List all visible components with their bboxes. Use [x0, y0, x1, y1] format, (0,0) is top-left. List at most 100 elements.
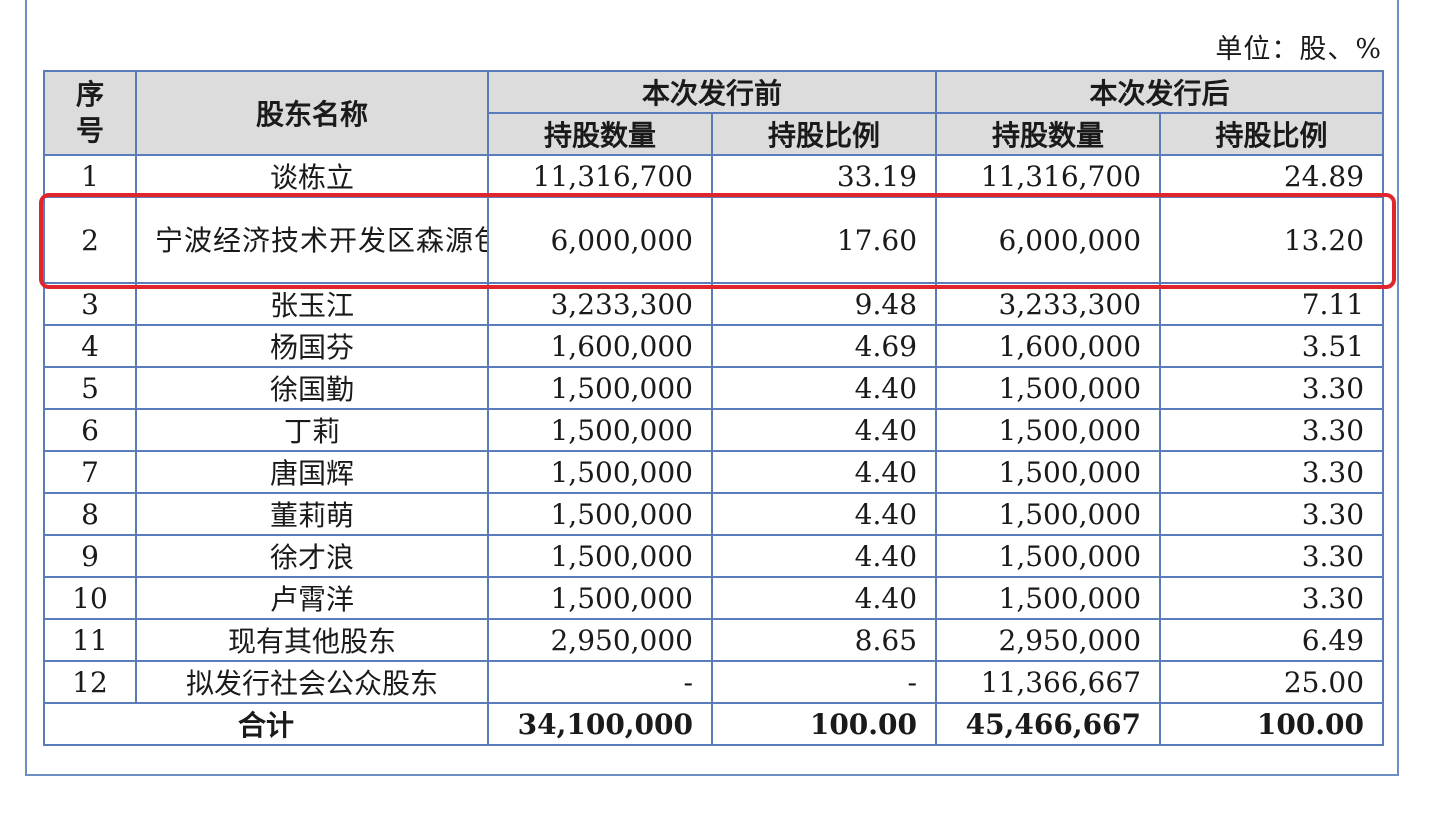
cell-before-shares: 1,500,000: [487, 408, 713, 452]
cell-name: 徐才浪: [135, 534, 489, 578]
cell-name: 杨国芬: [135, 324, 489, 368]
table-row: 12 拟发行社会公众股东 - - 11,366,667 25.00: [43, 660, 1385, 704]
total-before-ratio: 100.00: [710, 702, 938, 746]
cell-before-shares: 1,500,000: [487, 534, 713, 578]
total-row: 合计 34,100,000 100.00 45,466,667 100.00: [43, 702, 1385, 746]
cell-before-ratio: 4.40: [710, 366, 938, 410]
cell-before-ratio: 4.40: [710, 534, 938, 578]
shareholder-table: 序号 股东名称 本次发行前 本次发行后 持股数量 持股比例 持股数量 持股比例 …: [43, 70, 1385, 746]
cell-seq: 1: [43, 154, 137, 198]
cell-before-ratio: 4.40: [710, 492, 938, 536]
table-row: 10 卢霄洋 1,500,000 4.40 1,500,000 3.30: [43, 576, 1385, 620]
table-row: 4 杨国芬 1,600,000 4.69 1,600,000 3.51: [43, 324, 1385, 368]
cell-seq: 10: [43, 576, 137, 620]
cell-after-shares: 1,500,000: [935, 408, 1162, 452]
total-before-shares: 34,100,000: [487, 702, 713, 746]
cell-after-ratio: 7.11: [1159, 282, 1385, 326]
cell-seq: 6: [43, 408, 137, 452]
cell-name: 拟发行社会公众股东: [135, 660, 489, 704]
header-seq: 序号: [43, 70, 137, 156]
cell-after-ratio: 3.30: [1159, 366, 1385, 410]
cell-seq: 12: [43, 660, 137, 704]
cell-name: 卢霄洋: [135, 576, 489, 620]
cell-seq: 11: [43, 618, 137, 662]
cell-seq: 9: [43, 534, 137, 578]
cell-before-ratio: 4.40: [710, 576, 938, 620]
cell-before-shares: 1,500,000: [487, 450, 713, 494]
document-frame: [25, 0, 1399, 776]
cell-before-ratio: 4.69: [710, 324, 938, 368]
unit-note: 单位：股、%: [1215, 34, 1382, 65]
header-after-ratio: 持股比例: [1159, 112, 1385, 156]
header-before-ratio: 持股比例: [710, 112, 938, 156]
cell-before-ratio: 4.40: [710, 408, 938, 452]
cell-after-ratio: 3.30: [1159, 534, 1385, 578]
table-row: 1 谈栋立 11,316,700 33.19 11,316,700 24.89: [43, 154, 1385, 198]
cell-after-ratio: 13.20: [1159, 196, 1385, 284]
cell-name: 丁莉: [135, 408, 489, 452]
cell-after-shares: 2,950,000: [935, 618, 1162, 662]
cell-seq: 8: [43, 492, 137, 536]
header-after-issuance: 本次发行后: [935, 70, 1385, 114]
cell-after-shares: 1,500,000: [935, 576, 1162, 620]
cell-before-shares: 1,500,000: [487, 576, 713, 620]
cell-after-shares: 3,233,300: [935, 282, 1162, 326]
cell-name: 徐国勤: [135, 366, 489, 410]
total-label: 合计: [43, 702, 489, 746]
cell-name: 现有其他股东: [135, 618, 489, 662]
cell-after-ratio: 3.30: [1159, 492, 1385, 536]
cell-after-shares: 1,600,000: [935, 324, 1162, 368]
cell-after-ratio: 3.51: [1159, 324, 1385, 368]
cell-after-shares: 11,366,667: [935, 660, 1162, 704]
cell-seq: 4: [43, 324, 137, 368]
cell-after-shares: 11,316,700: [935, 154, 1162, 198]
cell-after-shares: 1,500,000: [935, 534, 1162, 578]
table-row: 3 张玉江 3,233,300 9.48 3,233,300 7.11: [43, 282, 1385, 326]
cell-before-shares: 6,000,000: [487, 196, 713, 284]
cell-name: 唐国辉: [135, 450, 489, 494]
cell-before-shares: 3,233,300: [487, 282, 713, 326]
cell-after-ratio: 25.00: [1159, 660, 1385, 704]
cell-before-shares: 1,500,000: [487, 492, 713, 536]
cell-before-ratio: 33.19: [710, 154, 938, 198]
cell-after-ratio: 24.89: [1159, 154, 1385, 198]
header-after-shares: 持股数量: [935, 112, 1162, 156]
cell-name: 张玉江: [135, 282, 489, 326]
header-shareholder-name: 股东名称: [135, 70, 489, 156]
cell-after-shares: 1,500,000: [935, 492, 1162, 536]
table-row: 9 徐才浪 1,500,000 4.40 1,500,000 3.30: [43, 534, 1385, 578]
cell-before-shares: 1,600,000: [487, 324, 713, 368]
cell-before-shares: -: [487, 660, 713, 704]
cell-seq: 2: [43, 196, 137, 284]
cell-name: 宁波经济技术开发区森源包装材料有限公司: [135, 196, 489, 284]
table-row: 6 丁莉 1,500,000 4.40 1,500,000 3.30: [43, 408, 1385, 452]
cell-before-shares: 11,316,700: [487, 154, 713, 198]
cell-after-ratio: 3.30: [1159, 450, 1385, 494]
table-row: 7 唐国辉 1,500,000 4.40 1,500,000 3.30: [43, 450, 1385, 494]
cell-before-ratio: 4.40: [710, 450, 938, 494]
header-before-shares: 持股数量: [487, 112, 713, 156]
cell-after-shares: 1,500,000: [935, 366, 1162, 410]
cell-seq: 5: [43, 366, 137, 410]
cell-name: 董莉萌: [135, 492, 489, 536]
cell-before-ratio: 9.48: [710, 282, 938, 326]
table-row: 2 宁波经济技术开发区森源包装材料有限公司 6,000,000 17.60 6,…: [43, 196, 1385, 284]
cell-after-ratio: 3.30: [1159, 408, 1385, 452]
table-row: 8 董莉萌 1,500,000 4.40 1,500,000 3.30: [43, 492, 1385, 536]
cell-after-shares: 1,500,000: [935, 450, 1162, 494]
cell-name: 谈栋立: [135, 154, 489, 198]
cell-before-ratio: 17.60: [710, 196, 938, 284]
cell-after-ratio: 6.49: [1159, 618, 1385, 662]
total-after-ratio: 100.00: [1159, 702, 1385, 746]
header-before-issuance: 本次发行前: [486, 70, 938, 114]
cell-after-ratio: 3.30: [1159, 576, 1385, 620]
cell-seq: 3: [43, 282, 137, 326]
table-row: 5 徐国勤 1,500,000 4.40 1,500,000 3.30: [43, 366, 1385, 410]
total-after-shares: 45,466,667: [935, 702, 1162, 746]
cell-before-ratio: -: [710, 660, 938, 704]
cell-after-shares: 6,000,000: [935, 196, 1162, 284]
table-row: 11 现有其他股东 2,950,000 8.65 2,950,000 6.49: [43, 618, 1385, 662]
cell-before-ratio: 8.65: [710, 618, 938, 662]
cell-before-shares: 2,950,000: [487, 618, 713, 662]
cell-seq: 7: [43, 450, 137, 494]
